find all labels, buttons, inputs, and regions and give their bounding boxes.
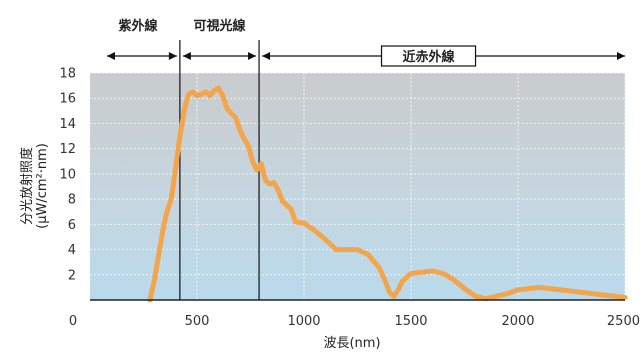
series-layer	[147, 85, 628, 303]
x-tick-label: 1000	[287, 314, 320, 329]
y-tick-labels: 2 4 6 8 10 12 14 16 18	[59, 67, 76, 284]
plot-background	[90, 73, 625, 300]
y-axis-title-line: (μW/cm²·nm)	[35, 143, 50, 229]
x-axis-title: 波長(nm)	[323, 336, 380, 351]
y-tick-label: 8	[68, 193, 76, 208]
y-tick-label: 4	[68, 243, 76, 258]
y-tick-label: 2	[68, 268, 76, 283]
y-axis-title-line: 分光放射照度	[19, 147, 35, 225]
x-tick-label: 2500	[607, 314, 640, 329]
y-tick-label: 6	[68, 218, 76, 233]
y-axis-title: 分光放射照度(μW/cm²·nm)	[19, 143, 50, 229]
gridlines	[90, 72, 626, 300]
region-label: 紫外線	[118, 18, 158, 34]
arrow-head-right	[248, 52, 257, 60]
region-label: 可視光線	[193, 18, 246, 34]
arrow-head-right	[168, 52, 177, 60]
y-tick-label: 16	[59, 92, 76, 107]
region-label-box	[380, 45, 477, 67]
x-tick-label: 500	[185, 314, 210, 329]
x-tick-label: 1500	[394, 314, 427, 329]
arrow-head-left	[107, 52, 115, 60]
arrow-head-right	[617, 52, 625, 60]
y-tick-label: 18	[59, 67, 76, 82]
x-tick-labels: 0 500 1000 1500 2000 2500	[69, 314, 640, 329]
arrow-head-left	[262, 52, 271, 60]
region-label: 近赤外線	[403, 49, 456, 65]
y-tick-label: 10	[59, 167, 76, 182]
series-line	[147, 85, 628, 303]
y-tick-label: 12	[59, 142, 76, 157]
x-tick-label: 2000	[501, 314, 534, 329]
arrow-head-left	[182, 52, 191, 60]
x-tick-label: 0	[69, 314, 77, 329]
y-tick-label: 14	[59, 117, 76, 132]
